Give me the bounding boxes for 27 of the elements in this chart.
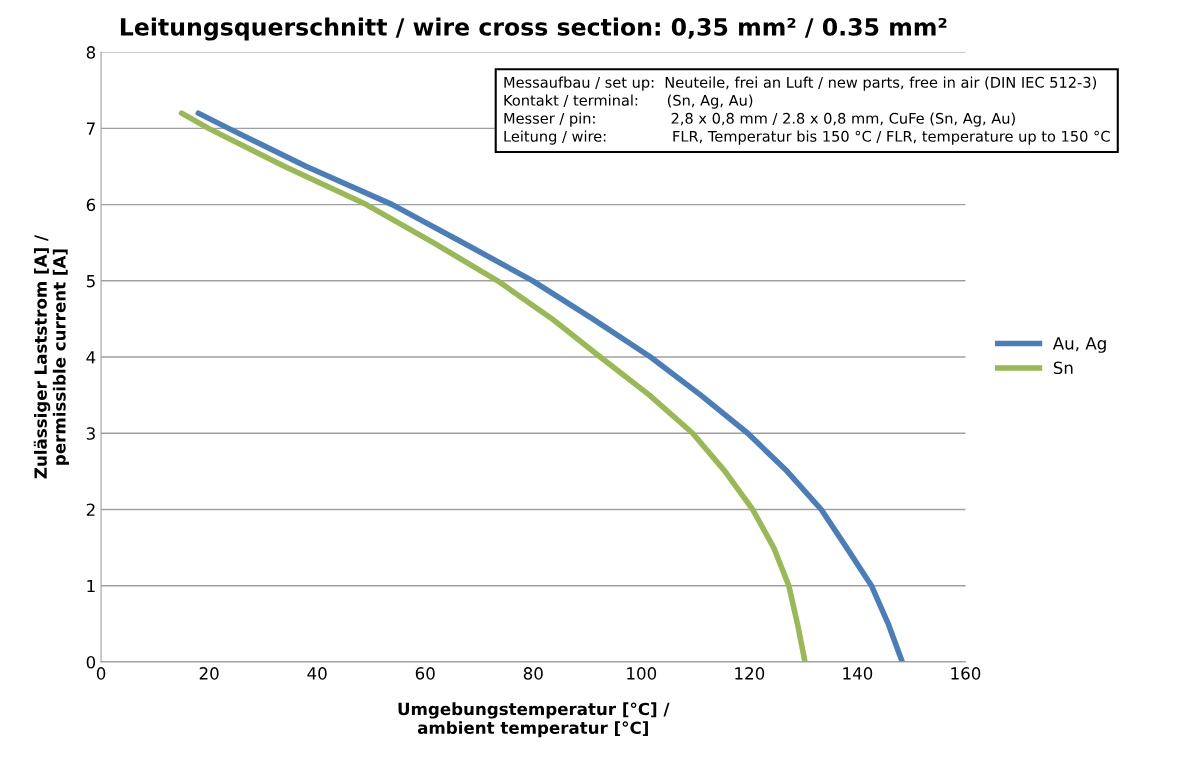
- y-tick-label: 5: [86, 275, 95, 288]
- x-tick-label: 100: [627, 667, 657, 680]
- y-tick-label: 1: [87, 579, 95, 593]
- y-tick-label: 7: [86, 122, 95, 135]
- x-tick-label: 40: [307, 667, 327, 680]
- x-tick-label: 80: [523, 667, 543, 680]
- y-tick-label: 8: [86, 46, 96, 59]
- legend-label: Sn: [1053, 361, 1073, 375]
- annotation: Messer / pin: 2,8 x 0,8 mm / 2.8 x 0,8 mm, CuFe (Sn, Ag, Au): [504, 112, 1015, 127]
- x-tick-label: 0: [96, 667, 106, 680]
- y-tick-label: 6: [86, 198, 96, 212]
- y-tick-label: 3: [86, 427, 95, 440]
- legend-label: Au, Ag: [1052, 337, 1106, 353]
- y-axis-title: Zulässiger Laststrom [A] / permissible current [A]: [33, 234, 69, 479]
- x-tick-label: 120: [735, 667, 765, 680]
- x-tick-label: 60: [415, 667, 435, 680]
- y-tick-label: 4: [86, 351, 96, 364]
- annotation: Leitung / wire: FLR, Temperatur bis 150 °C / FLR, temperature up to 150 °C: [504, 130, 1110, 145]
- x-tick-label: 160: [951, 667, 981, 680]
- x-axis-title: Umgebungstemperatur [°C] / ambient temperatur [°C]: [398, 702, 670, 738]
- y-tick-label: 0: [86, 655, 96, 669]
- x-tick-label: 140: [843, 667, 873, 680]
- annotation: Kontakt / terminal: (Sn, Ag, Au): [504, 94, 753, 109]
- x-tick-label: 20: [199, 667, 219, 680]
- chart-title: Leitungsquerschnitt / wire cross section: 0,35 mm² / 0.35 mm²: [120, 17, 947, 41]
- y-tick-label: 2: [86, 503, 95, 516]
- annotation: Messaufbau / set up: Neuteile, frei an Luft / new parts, free in air (DIN IEC 512-3): [504, 76, 1097, 91]
